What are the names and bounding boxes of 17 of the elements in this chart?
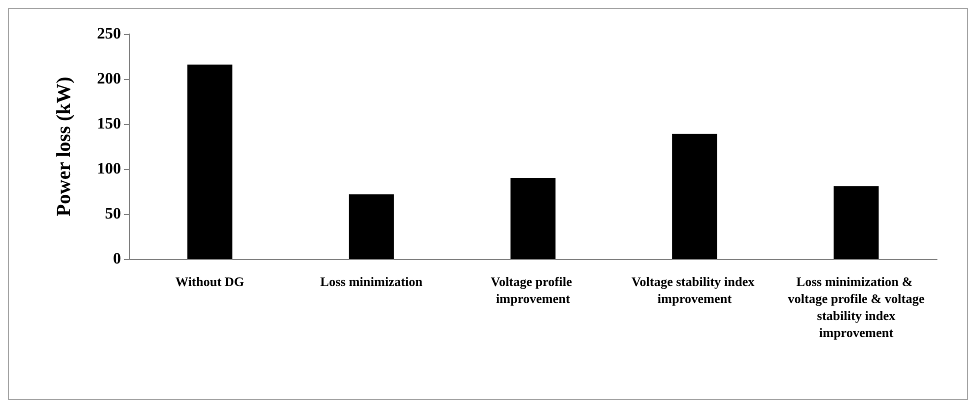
x-tick-label: Without DG	[175, 274, 244, 289]
x-tick-label: Loss minimization	[320, 274, 424, 289]
x-tick-label: Loss minimization & voltage profile & voltage stability index improvement	[788, 274, 925, 340]
y-tick-label: 100	[97, 160, 121, 178]
y-tick-label: 150	[97, 116, 121, 132]
bar	[834, 186, 879, 259]
y-tick-label: 50	[105, 206, 121, 222]
y-tick-label: 200	[97, 70, 121, 88]
bar	[187, 64, 232, 259]
y-axis-title: Power loss (kW)	[53, 76, 75, 216]
y-tick-label: 0	[113, 250, 121, 268]
bar	[348, 194, 394, 259]
y-tick-label: 250	[97, 26, 121, 42]
bar	[510, 178, 556, 259]
bar	[672, 134, 718, 259]
x-tick-label: Voltage stability index improvement	[631, 274, 758, 306]
x-tick-label: Voltage profile improvement	[490, 274, 576, 306]
